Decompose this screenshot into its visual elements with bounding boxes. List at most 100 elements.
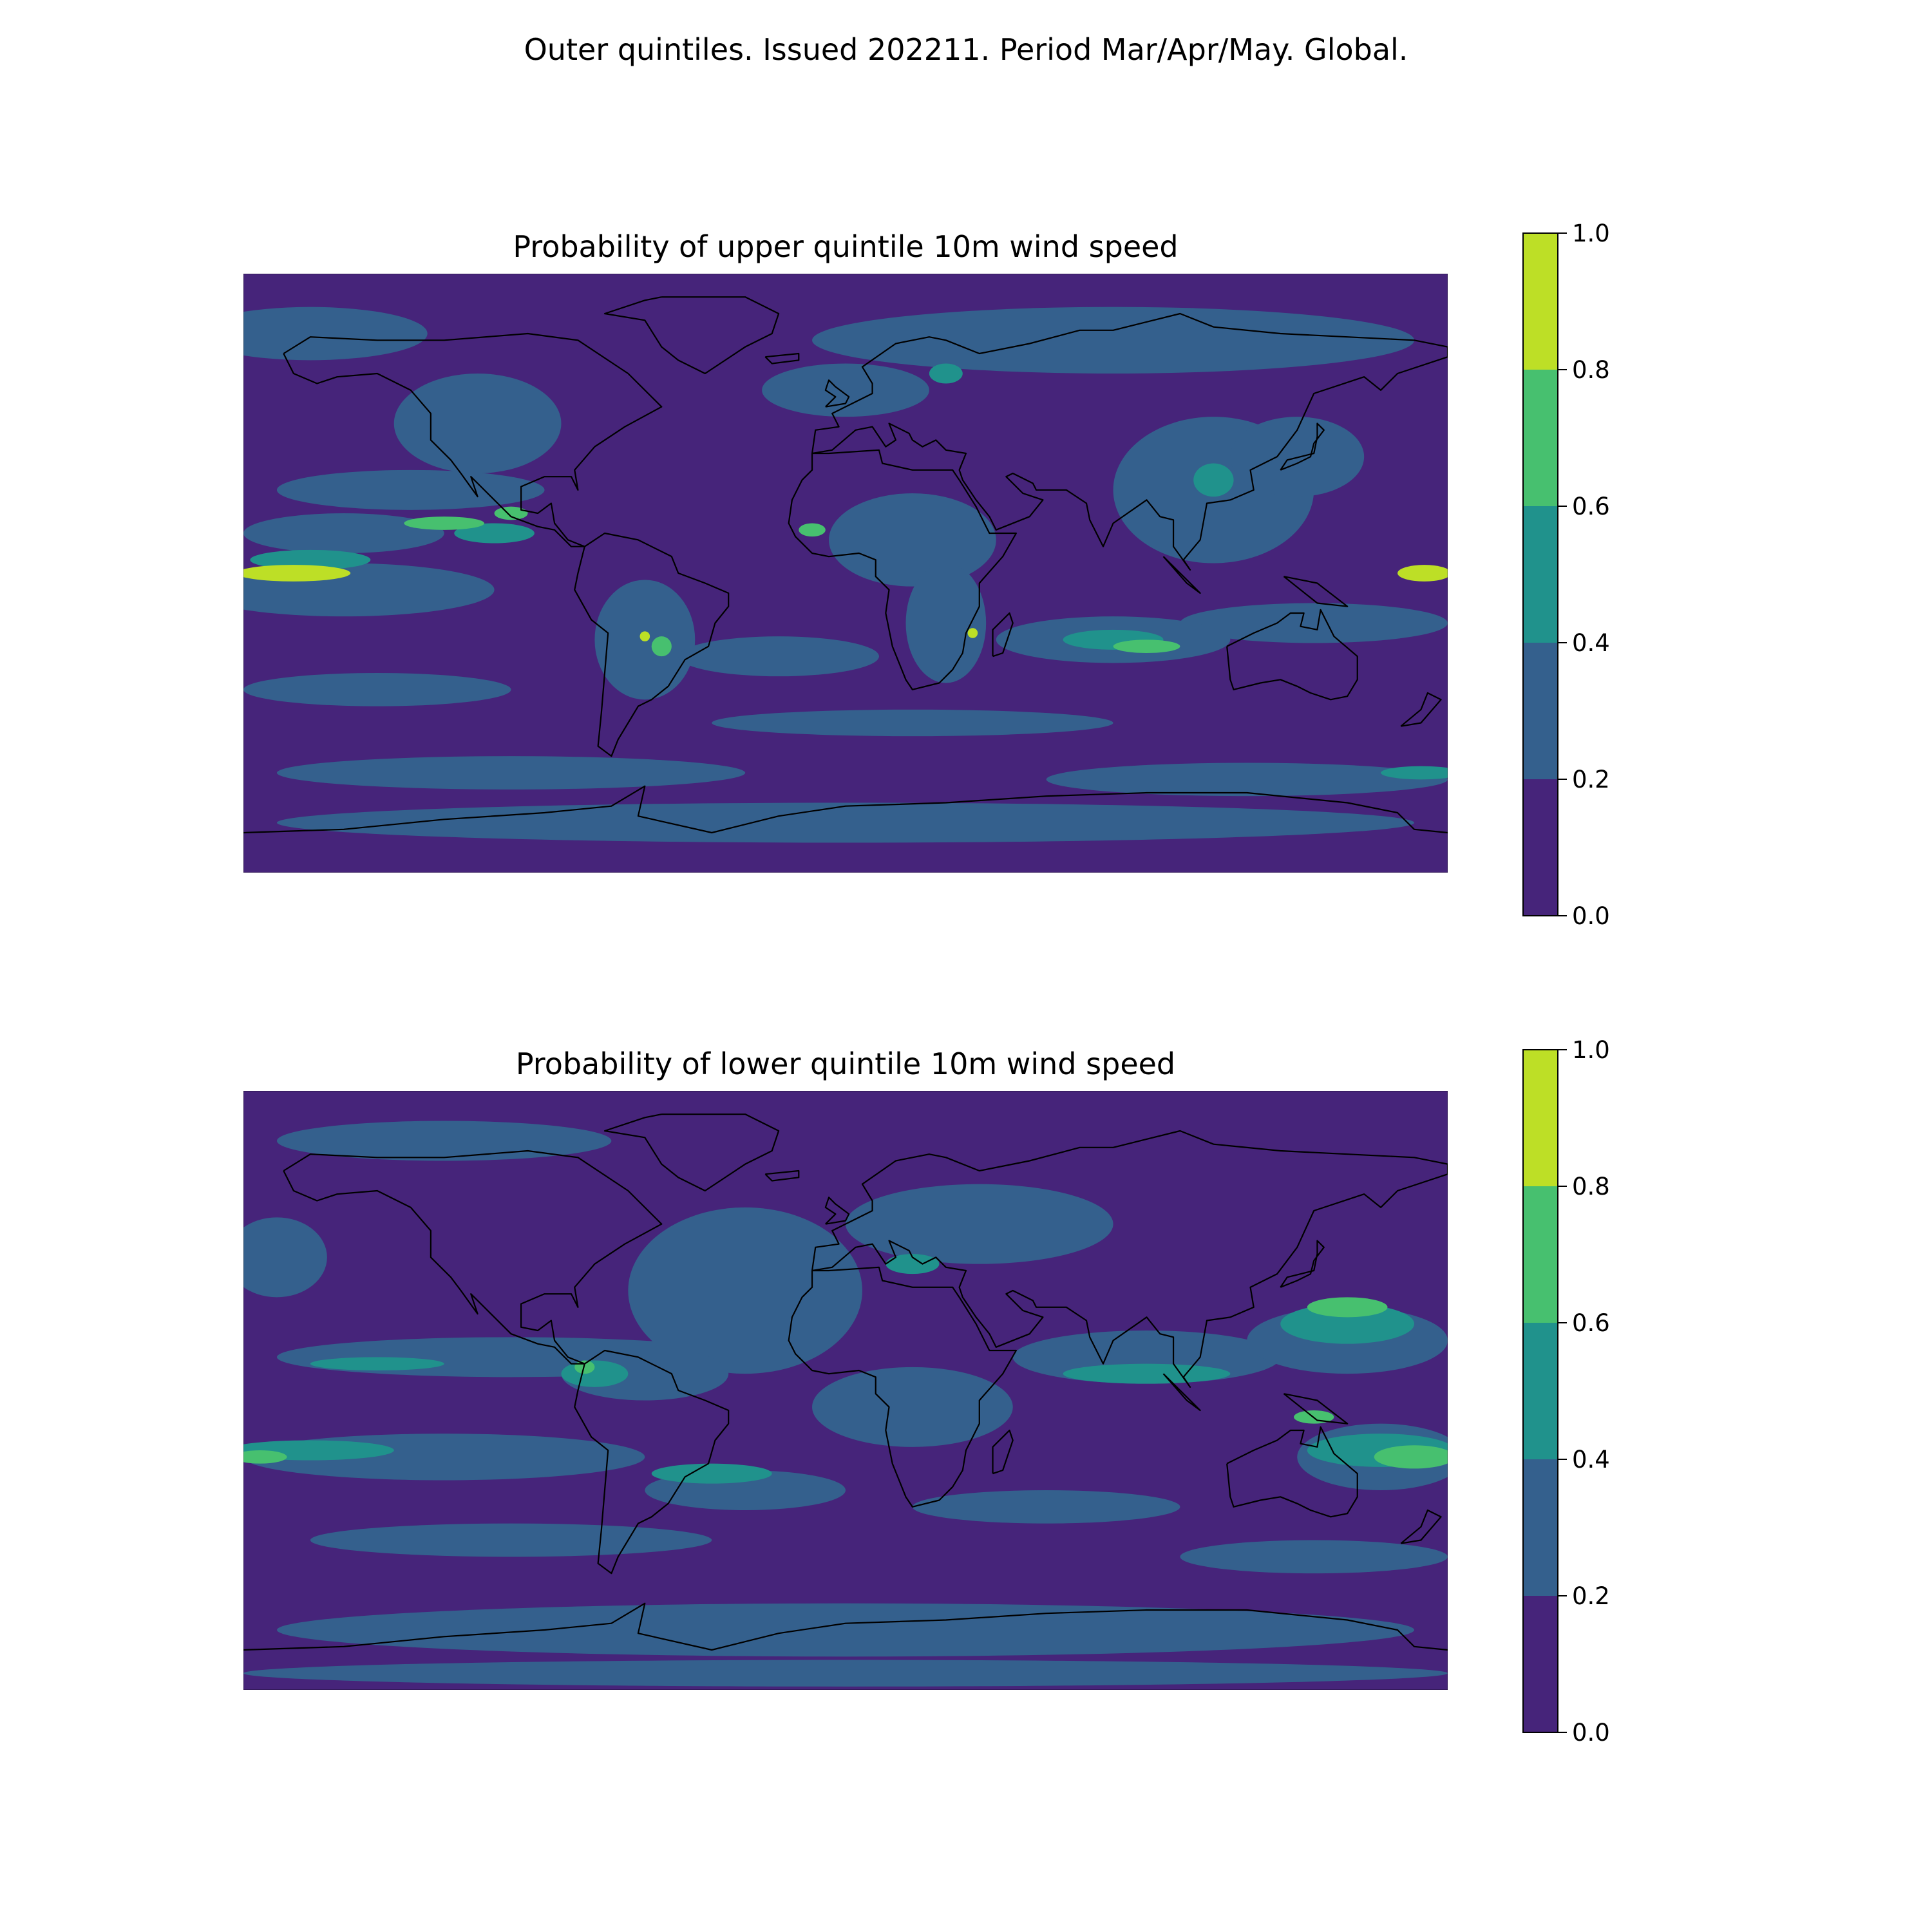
- colorbar-tick-label: 0.2: [1572, 766, 1610, 793]
- probability-region: [712, 709, 1113, 737]
- figure-suptitle: Outer quintiles. Issued 202211. Period M…: [524, 32, 1408, 67]
- coastline: [993, 1430, 1013, 1473]
- colorbar-segment: [1523, 370, 1558, 506]
- coastline: [1227, 1427, 1358, 1517]
- colorbar-frame: [1522, 232, 1558, 916]
- map-upper-quintile: [243, 274, 1448, 873]
- colorbar-tick-label: 0.6: [1572, 493, 1610, 520]
- probability-region: [762, 363, 929, 417]
- probability-region: [276, 756, 746, 790]
- coastline: [765, 354, 799, 364]
- probability-region: [454, 523, 535, 544]
- probability-region: [929, 363, 963, 384]
- probability-region: [276, 469, 545, 510]
- coastline: [812, 314, 1448, 570]
- probability-region: [1374, 1445, 1448, 1469]
- coastline: [605, 1114, 779, 1191]
- coastlines: [243, 1114, 1448, 1650]
- probability-region: [639, 631, 650, 641]
- colorbar-tick-label: 0.8: [1572, 1173, 1610, 1200]
- probability-region: [574, 1360, 595, 1374]
- coastline: [826, 1197, 849, 1224]
- coastlines: [243, 297, 1448, 833]
- colorbar-lower: 0.0 0.2 0.4 0.6 0.8 1.0: [1522, 1036, 1610, 1747]
- probability-region: [310, 1523, 712, 1557]
- panel-lower-title: Probability of lower quintile 10m wind s…: [515, 1046, 1176, 1081]
- coastline: [574, 1350, 728, 1573]
- colorbar-tick-label: 1.0: [1572, 220, 1610, 247]
- probability-region: [250, 549, 371, 570]
- coastline: [1227, 610, 1358, 699]
- probability-field-lower: [243, 1091, 1448, 1690]
- coastline: [993, 613, 1013, 656]
- probability-region: [1180, 1540, 1448, 1574]
- probability-region: [1113, 639, 1180, 653]
- coastline: [574, 533, 728, 756]
- coastline: [1283, 576, 1347, 607]
- probability-region: [846, 1184, 1113, 1264]
- probability-region: [243, 673, 511, 706]
- colorbar-segment: [1523, 1459, 1558, 1596]
- coastline: [283, 334, 661, 547]
- coastline: [789, 1267, 1016, 1507]
- colorbar-segment: [1523, 233, 1558, 370]
- probability-region: [1307, 1297, 1388, 1318]
- probability-region: [276, 802, 1415, 843]
- coastline: [1401, 693, 1441, 726]
- coastline: [1163, 1374, 1200, 1410]
- probability-region: [651, 1463, 772, 1484]
- coastline: [605, 297, 779, 374]
- probability-region: [651, 636, 672, 657]
- coastline: [243, 1604, 1448, 1650]
- coastline: [1401, 1510, 1441, 1544]
- probability-region: [812, 307, 1415, 374]
- colorbar-tick-label: 0.4: [1572, 1446, 1610, 1473]
- probability-region: [276, 1603, 1415, 1657]
- coastline: [1163, 556, 1200, 593]
- probability-field-upper: [243, 274, 1448, 873]
- colorbar-segment: [1523, 1050, 1558, 1186]
- map-lower-quintile: [243, 1091, 1448, 1690]
- probability-region: [1381, 766, 1448, 780]
- probability-region: [628, 1207, 862, 1374]
- probability-region: [243, 1217, 327, 1298]
- colorbar-tick-label: 1.0: [1572, 1036, 1610, 1064]
- probability-region: [243, 307, 428, 361]
- coastline: [283, 1151, 661, 1364]
- probability-region: [310, 1357, 444, 1370]
- coastline: [1280, 424, 1324, 470]
- probability-region: [393, 374, 562, 473]
- colorbar-tick-label: 0.0: [1572, 1719, 1610, 1747]
- coastline: [765, 1171, 799, 1181]
- probability-region: [243, 513, 444, 553]
- probability-region: [561, 1347, 729, 1401]
- probability-region: [243, 1660, 1448, 1687]
- colorbar-frame: [1522, 1049, 1558, 1733]
- colorbar-segment: [1523, 1596, 1558, 1732]
- coastline: [1283, 1394, 1347, 1424]
- probability-region: [1397, 565, 1448, 582]
- probability-region: [678, 636, 879, 677]
- colorbar-segment: [1523, 1186, 1558, 1323]
- coastline: [1280, 1241, 1324, 1287]
- probability-region: [1280, 1303, 1415, 1344]
- probability-region: [912, 1490, 1180, 1524]
- probability-region: [1063, 1363, 1231, 1384]
- coastline: [812, 1131, 1448, 1387]
- colorbar-segment: [1523, 779, 1558, 916]
- coastline: [789, 450, 1016, 690]
- colorbar-tick-label: 0.6: [1572, 1309, 1610, 1337]
- probability-region: [886, 1254, 940, 1274]
- coastline: [826, 380, 849, 406]
- probability-region: [243, 1450, 287, 1464]
- colorbar-segment: [1523, 643, 1558, 779]
- colorbar-segment: [1523, 1323, 1558, 1459]
- probability-region: [1046, 762, 1448, 797]
- colorbar-tick-label: 0.2: [1572, 1582, 1610, 1610]
- probability-region: [1180, 603, 1448, 643]
- probability-region: [812, 1367, 1013, 1447]
- probability-region: [494, 506, 528, 520]
- probability-region: [905, 563, 987, 683]
- probability-region: [799, 523, 826, 537]
